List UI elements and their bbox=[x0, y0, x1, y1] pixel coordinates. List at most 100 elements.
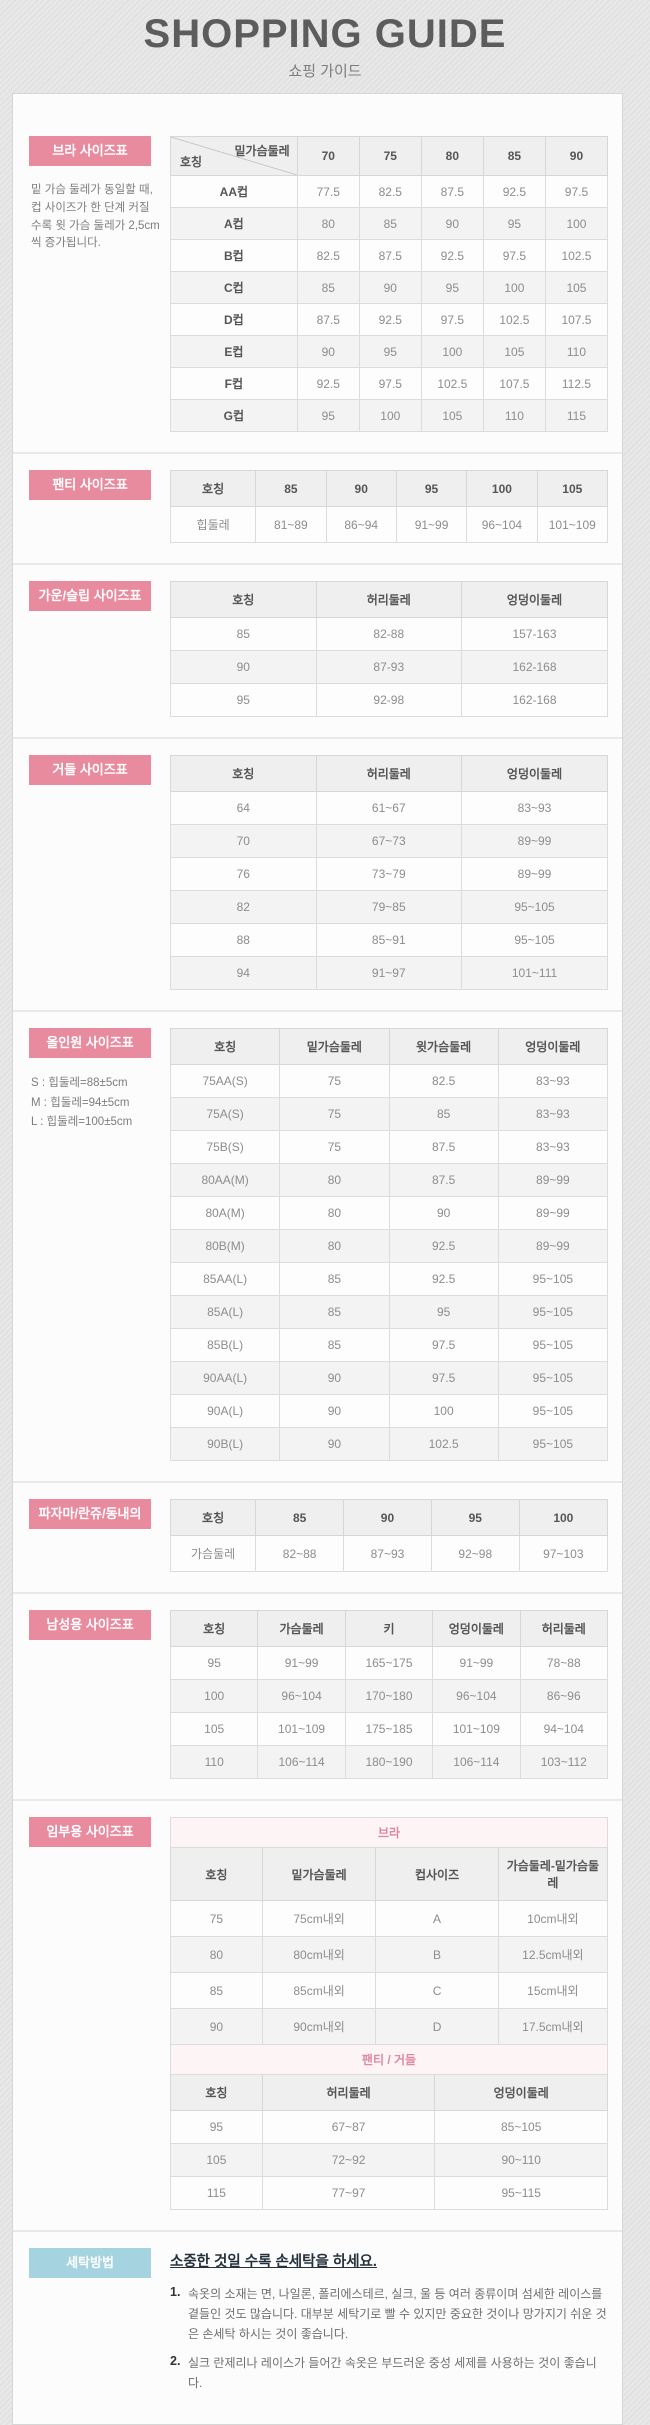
allinone-note-s: S : 힙둘레=88±5cm bbox=[31, 1077, 128, 1089]
value-cell: 87.5 bbox=[388, 1130, 499, 1164]
column-header: 75 bbox=[358, 136, 422, 176]
table-row: 75A(S) 75 85 83~93 bbox=[169, 1097, 609, 1131]
value-cell: 90 bbox=[388, 1196, 499, 1230]
table-row: 85 82-88 157-163 bbox=[170, 617, 608, 651]
value-cell: 100 bbox=[358, 399, 422, 432]
column-header: 허리둘레 bbox=[315, 755, 463, 792]
column-header: 가슴둘레-밑가슴둘레 bbox=[497, 1847, 609, 1901]
column-header: 밑가슴둘레 bbox=[279, 1028, 390, 1065]
value-cell: 10cm내외 bbox=[497, 1900, 609, 1937]
section-side-column: 파자마/란쥬/동내의 bbox=[13, 1499, 170, 1529]
row-label-cell: 80A(M) bbox=[169, 1196, 281, 1230]
row-label-cell: 100 bbox=[169, 1679, 259, 1713]
value-cell: 100 bbox=[420, 335, 484, 368]
value-cell: 95 bbox=[358, 335, 422, 368]
washing-title: 소중한 것일 수록 손세탁을 하세요. bbox=[170, 2254, 377, 2270]
row-label-cell: 85 bbox=[170, 617, 317, 651]
value-cell: C bbox=[375, 1972, 499, 2009]
value-cell: 106~114 bbox=[432, 1745, 521, 1779]
table-row: D컵 87.5 92.5 97.5 102.5 107.5 bbox=[170, 303, 609, 336]
size-table: 호칭 85 90 95 100 105 힙둘레 81~89 86~94 91~99 96~104 10… bbox=[169, 470, 609, 543]
column-header: 70 bbox=[296, 136, 360, 176]
value-cell: 91~99 bbox=[257, 1646, 346, 1680]
value-cell: 105 bbox=[420, 399, 484, 432]
row-label-cell: F컵 bbox=[170, 367, 298, 400]
row-label-cell: C컵 bbox=[170, 271, 298, 304]
value-cell: 87.5 bbox=[420, 175, 484, 208]
value-cell: 97.5 bbox=[420, 303, 484, 336]
value-cell: 80 bbox=[296, 207, 360, 240]
table-row: 110 106~114 180~190 106~114 103~112 bbox=[169, 1745, 609, 1779]
table-row: 90A(L) 90 100 95~105 bbox=[169, 1394, 609, 1428]
table-row: 90 87-93 162-168 bbox=[170, 650, 608, 684]
column-header: 엉덩이둘레 bbox=[432, 1610, 521, 1647]
value-cell: 95~105 bbox=[497, 1427, 609, 1461]
table-row: 75B(S) 75 87.5 83~93 bbox=[169, 1130, 609, 1164]
table-row: G컵 95 100 105 110 115 bbox=[170, 399, 609, 432]
washing-instruction-2: 2. 실크 란제리나 레이스가 들어간 속옷은 부드러운 중성 세제를 사용하는… bbox=[170, 2354, 608, 2394]
column-header: 키 bbox=[344, 1610, 434, 1647]
row-label-cell: 90AA(L) bbox=[169, 1361, 281, 1395]
value-cell: 107.5 bbox=[544, 303, 609, 336]
table-row: 82 79~85 95~105 bbox=[170, 890, 608, 924]
section-panty-sizes: 팬티 사이즈표 호칭 85 90 95 100 105 힙둘레 81~89 86~94 91~99… bbox=[13, 452, 622, 563]
column-header: 엉덩이둘레 bbox=[434, 2074, 608, 2111]
value-cell: 82.5 bbox=[388, 1064, 499, 1098]
row-label-cell: 85AA(L) bbox=[169, 1262, 281, 1296]
value-cell: 110 bbox=[544, 335, 609, 368]
table-row: 88 85~91 95~105 bbox=[170, 923, 608, 957]
table-group-title: 브라 bbox=[170, 1817, 608, 1848]
section-label-panty: 팬티 사이즈표 bbox=[29, 470, 151, 500]
section-label-bra: 브라 사이즈표 bbox=[29, 136, 151, 166]
value-cell: 89~99 bbox=[461, 824, 608, 858]
column-header: 90 bbox=[343, 1499, 432, 1536]
bra-size-table-container: 밑가슴둘레 호칭 70 75 80 85 90 AA컵 77.5 82.5 87.5 92.5 97.5… bbox=[170, 136, 609, 432]
size-table: 호칭 가슴둘레 키 엉덩이둘레 허리둘레 95 91~99 165~175 91~99 78~88… bbox=[169, 1610, 609, 1779]
section-pajama-sizes: 파자마/란쥬/동내의 호칭 85 90 95 100 가슴둘레 82~88 87~93 92~9… bbox=[13, 1481, 622, 1592]
value-cell: 91~99 bbox=[395, 506, 468, 543]
value-cell: 95~105 bbox=[497, 1394, 609, 1428]
page-subtitle: 쇼핑 가이드 bbox=[288, 63, 362, 80]
value-cell: 85~105 bbox=[434, 2110, 608, 2144]
column-header: 85 bbox=[255, 1499, 345, 1536]
column-header: 호칭 bbox=[170, 755, 317, 792]
value-cell: 87~93 bbox=[343, 1535, 432, 1572]
value-cell: 90 bbox=[358, 271, 422, 304]
column-header: 호칭 bbox=[169, 1610, 259, 1647]
bra-size-note: 밑 가슴 둘레가 동일할 때, 컵 사이즈가 한 단계 커질수록 윗 가슴 둘레… bbox=[31, 184, 160, 250]
column-header: 윗가슴둘레 bbox=[388, 1028, 499, 1065]
value-cell: 90 bbox=[296, 335, 360, 368]
size-table: 호칭 밑가슴둘레 윗가슴둘레 엉덩이둘레 75AA(S) 75 82.5 83~93 75A(S… bbox=[169, 1028, 609, 1461]
value-cell: 95 bbox=[296, 399, 360, 432]
value-cell: 87.5 bbox=[388, 1163, 499, 1197]
row-label-cell: 105 bbox=[169, 1712, 259, 1746]
value-cell: 85~91 bbox=[315, 923, 463, 957]
value-cell: 85cm내외 bbox=[261, 1972, 377, 2009]
allinone-note-m: M : 힙둘레=94±5cm bbox=[31, 1096, 130, 1109]
value-cell: D bbox=[375, 2008, 499, 2045]
value-cell: 83~93 bbox=[497, 1130, 609, 1164]
value-cell: 80 bbox=[279, 1163, 390, 1197]
table-row: 80AA(M) 80 87.5 89~99 bbox=[169, 1163, 609, 1197]
value-cell: 165~175 bbox=[344, 1646, 434, 1680]
value-cell: 80 bbox=[279, 1196, 390, 1230]
value-cell: 110 bbox=[482, 399, 546, 432]
value-cell: 170~180 bbox=[344, 1679, 434, 1713]
section-side-column: 세탁방법 bbox=[13, 2248, 170, 2278]
value-cell: 102.5 bbox=[544, 239, 609, 272]
section-gown-slip-sizes: 가운/슬립 사이즈표 호칭 허리둘레 엉덩이둘레 85 82-88 157-163 90 87… bbox=[13, 563, 622, 737]
row-label-cell: 90 bbox=[170, 650, 317, 684]
value-cell: 81~89 bbox=[255, 506, 327, 543]
value-cell: 80 bbox=[279, 1229, 390, 1263]
section-label-gown-slip: 가운/슬립 사이즈표 bbox=[29, 581, 151, 611]
value-cell: 90 bbox=[279, 1427, 390, 1461]
section-label-washing: 세탁방법 bbox=[29, 2248, 151, 2278]
section-side-column: 팬티 사이즈표 bbox=[13, 470, 170, 500]
row-label-cell: 85 bbox=[170, 1972, 263, 2009]
section-side-column: 남성용 사이즈표 bbox=[13, 1610, 170, 1640]
value-cell: 102.5 bbox=[420, 367, 484, 400]
value-cell: 86~96 bbox=[519, 1679, 609, 1713]
instruction-text: 실크 란제리나 레이스가 들어간 속옷은 부드러운 중성 세제를 사용하는 것이… bbox=[188, 2356, 597, 2391]
section-washing-method: 세탁방법 소중한 것일 수록 손세탁을 하세요. 1. 속옷의 소재는 면, 나… bbox=[13, 2230, 622, 2414]
row-label-cell: 95 bbox=[169, 1646, 259, 1680]
